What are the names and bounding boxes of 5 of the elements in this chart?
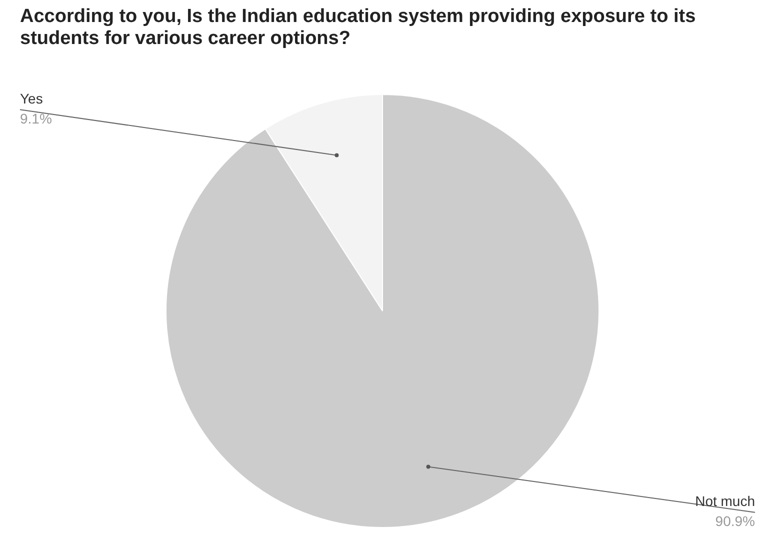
data-label: 90.9%: [715, 513, 755, 530]
slice-label: Yes: [20, 90, 43, 107]
slice-label: Not much: [695, 493, 755, 510]
chart-title: According to you, Is the Indian education system providing exposure to its students for various career options?: [20, 6, 697, 50]
data-label: 9.1%: [20, 110, 52, 127]
